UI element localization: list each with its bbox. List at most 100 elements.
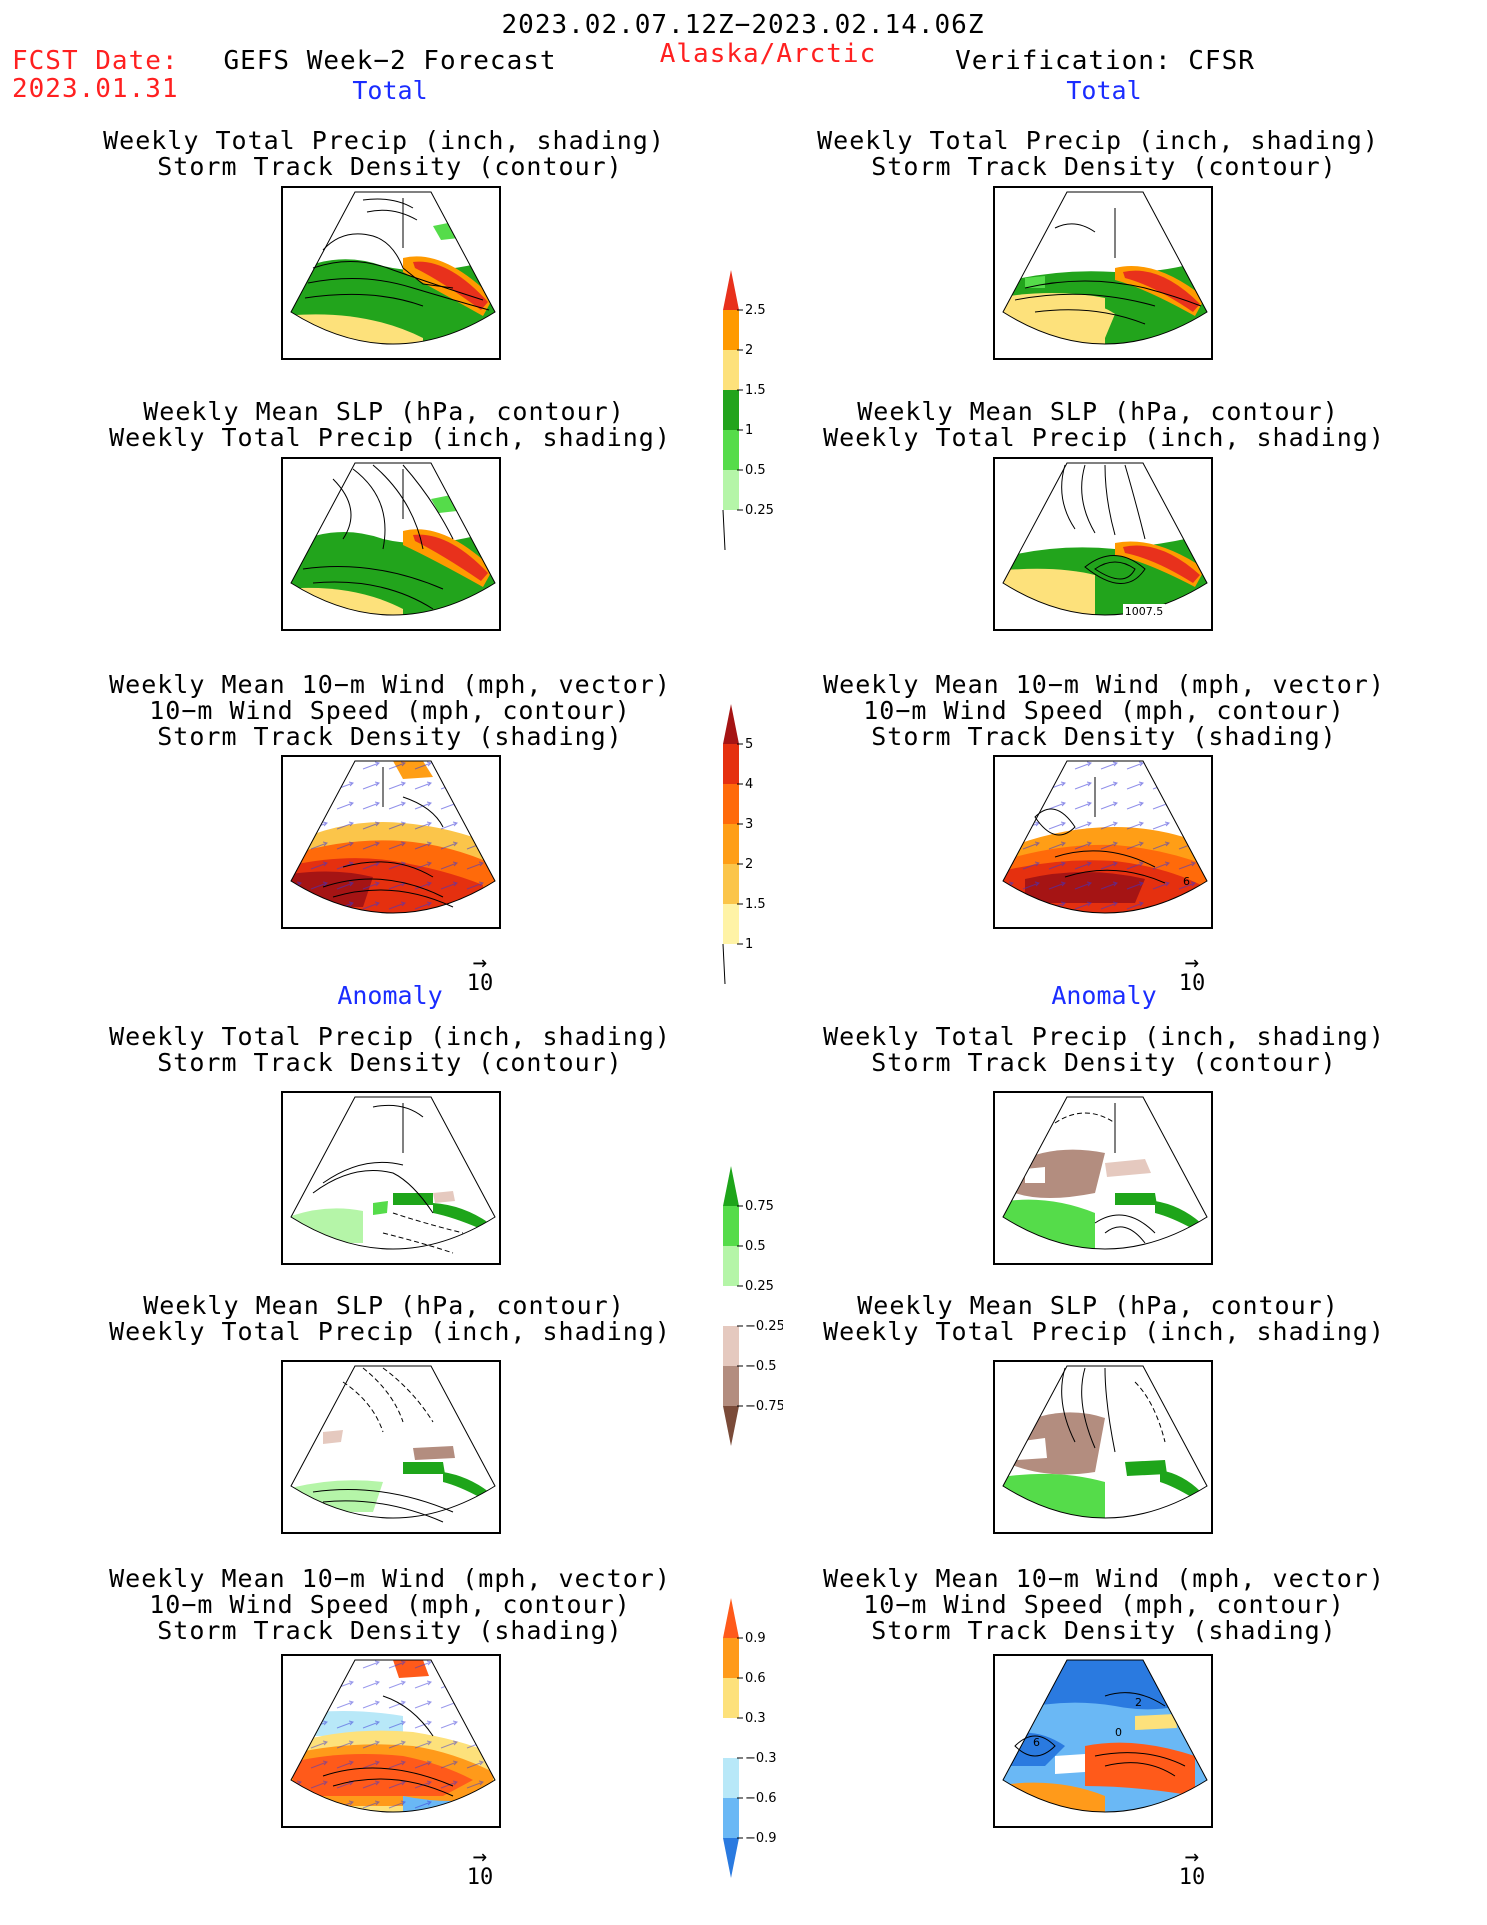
section-total-left: Total	[352, 76, 428, 105]
verification-title: Verification: CFSR	[955, 46, 1255, 76]
colorbar-label: 1	[745, 423, 753, 438]
colorbar-label: 3	[745, 817, 753, 832]
section-anomaly-left: Anomaly	[337, 981, 443, 1010]
slp-contour-label: 1007.5	[1125, 605, 1164, 618]
section-total-right: Total	[1066, 76, 1142, 105]
date-range: 2023.02.07.12Z−2023.02.14.06Z	[501, 10, 985, 40]
map-slp-anom-gefs	[281, 1360, 501, 1534]
colorbar-swatch	[723, 1206, 739, 1246]
colorbar-label: 2	[745, 343, 753, 358]
arrow-right-icon: →	[472, 1842, 488, 1870]
vector-key-total-gefs: → 10	[460, 948, 500, 996]
fcst-date-label: FCST Date:	[12, 46, 179, 76]
title-wind-anom-cfsr-2: 10−m Wind Speed (mph, contour)	[863, 1590, 1345, 1619]
arrow-right-icon: →	[472, 948, 488, 976]
map-slp-anom-cfsr	[993, 1360, 1213, 1534]
title-slp-anom-gefs-1: Weekly Mean SLP (hPa, contour)	[143, 1291, 625, 1320]
colorbar-label: 1.5	[745, 897, 766, 912]
title-wind-anom-gefs-2: 10−m Wind Speed (mph, contour)	[149, 1590, 631, 1619]
colorbar-swatch	[723, 744, 739, 784]
title-wind-total-gefs-2: 10−m Wind Speed (mph, contour)	[149, 696, 631, 725]
colorbar-label: 2	[745, 857, 753, 872]
colorbar-swatch	[723, 390, 739, 430]
fcst-date-value: 2023.01.31	[12, 74, 179, 104]
colorbar-label: 0.6	[745, 1671, 766, 1686]
title-slp-total-gefs-2: Weekly Total Precip (inch, shading)	[109, 423, 671, 452]
colorbar-label: 4	[745, 777, 753, 792]
colorbar-label: 1	[745, 937, 753, 952]
colorbar-swatch	[723, 1366, 739, 1406]
title-wind-anom-gefs-3: Storm Track Density (shading)	[157, 1616, 623, 1645]
colorbar-swatch	[723, 1718, 739, 1758]
title-wind-anom-cfsr-1: Weekly Mean 10−m Wind (mph, vector)	[823, 1564, 1385, 1593]
map-precip-total-cfsr	[993, 186, 1213, 360]
colorbar-swatch	[723, 904, 739, 944]
colorbar-swatch	[723, 824, 739, 864]
title-precip-anom-gefs-1: Weekly Total Precip (inch, shading)	[109, 1022, 671, 1051]
map-slp-total-gefs	[281, 457, 501, 631]
colorbar-swatch	[723, 1406, 739, 1446]
map-slp-total-cfsr: 1007.5	[993, 457, 1213, 631]
forecast-title: GEFS Week−2 Forecast	[223, 46, 557, 76]
map-precip-anom-gefs	[281, 1091, 501, 1265]
colorbar-tail	[722, 943, 726, 985]
wind-anom-label-c: 0	[1115, 1726, 1122, 1739]
colorbar-label: −0.5	[745, 1359, 777, 1374]
colorbar-label: −0.3	[745, 1751, 777, 1766]
colorbar-swatch	[723, 270, 739, 310]
colorbar-storm-anom: 0.9 0.6 0.3 −0.3 −0.6 −0.9	[713, 1594, 783, 1884]
title-slp-total-cfsr-2: Weekly Total Precip (inch, shading)	[823, 423, 1385, 452]
colorbar-label: 0.25	[745, 1279, 774, 1294]
colorbar-swatch	[723, 310, 739, 350]
colorbar-label: 0.5	[745, 463, 766, 478]
colorbar-label: −0.6	[745, 1791, 777, 1806]
colorbar-swatch	[723, 1598, 739, 1638]
colorbar-swatch	[723, 1638, 739, 1678]
colorbar-swatch	[723, 1678, 739, 1718]
title-wind-total-cfsr-2: 10−m Wind Speed (mph, contour)	[863, 696, 1345, 725]
title-slp-anom-gefs-2: Weekly Total Precip (inch, shading)	[109, 1317, 671, 1346]
title-slp-anom-cfsr-2: Weekly Total Precip (inch, shading)	[823, 1317, 1385, 1346]
region-title: Alaska/Arctic	[659, 39, 877, 69]
map-wind-total-gefs	[281, 755, 501, 929]
arrow-right-icon: →	[1184, 1842, 1200, 1870]
map-wind-anom-gefs	[281, 1654, 501, 1828]
title-precip-total-cfsr-2: Storm Track Density (contour)	[871, 152, 1337, 181]
vector-key-anom-cfsr: → 10	[1172, 1842, 1212, 1890]
colorbar-label: 0.25	[745, 503, 774, 518]
colorbar-swatch	[723, 1798, 739, 1838]
wind-contour-label: 6	[1183, 875, 1190, 888]
colorbar-swatch	[723, 1326, 739, 1366]
title-wind-anom-gefs-1: Weekly Mean 10−m Wind (mph, vector)	[109, 1564, 671, 1593]
colorbar-label: −0.9	[745, 1831, 777, 1846]
title-wind-total-gefs-3: Storm Track Density (shading)	[157, 722, 623, 751]
colorbar-label: 0.5	[745, 1239, 766, 1254]
colorbar-swatch	[723, 864, 739, 904]
colorbar-swatch	[723, 1246, 739, 1286]
title-precip-total-cfsr-1: Weekly Total Precip (inch, shading)	[817, 126, 1379, 155]
arrow-right-icon: →	[1184, 948, 1200, 976]
colorbar-swatch	[723, 430, 739, 470]
title-slp-total-gefs-1: Weekly Mean SLP (hPa, contour)	[143, 397, 625, 426]
title-wind-anom-cfsr-3: Storm Track Density (shading)	[871, 1616, 1337, 1645]
title-precip-total-gefs-2: Storm Track Density (contour)	[157, 152, 623, 181]
map-wind-total-cfsr: 6	[993, 755, 1213, 929]
title-wind-total-cfsr-1: Weekly Mean 10−m Wind (mph, vector)	[823, 670, 1385, 699]
title-precip-total-gefs-1: Weekly Total Precip (inch, shading)	[103, 126, 665, 155]
wind-anom-label-a: 6	[1033, 1736, 1040, 1749]
colorbar-swatch	[723, 470, 739, 510]
colorbar-swatch	[723, 784, 739, 824]
title-slp-anom-cfsr-1: Weekly Mean SLP (hPa, contour)	[857, 1291, 1339, 1320]
map-precip-total-gefs	[281, 186, 501, 360]
vector-key-anom-gefs: → 10	[460, 1842, 500, 1890]
colorbar-label: 1.5	[745, 383, 766, 398]
colorbar-label: 0.9	[745, 1631, 766, 1646]
colorbar-precip-total: 2.5 2 1.5 1 0.5 0.25	[713, 266, 783, 556]
section-anomaly-right: Anomaly	[1051, 981, 1157, 1010]
colorbar-swatch	[723, 1758, 739, 1798]
colorbar-label: 5	[745, 737, 753, 752]
title-precip-anom-cfsr-1: Weekly Total Precip (inch, shading)	[823, 1022, 1385, 1051]
wind-anom-label-b: 2	[1135, 1696, 1142, 1709]
map-precip-anom-cfsr	[993, 1091, 1213, 1265]
colorbar-tail	[722, 509, 726, 551]
